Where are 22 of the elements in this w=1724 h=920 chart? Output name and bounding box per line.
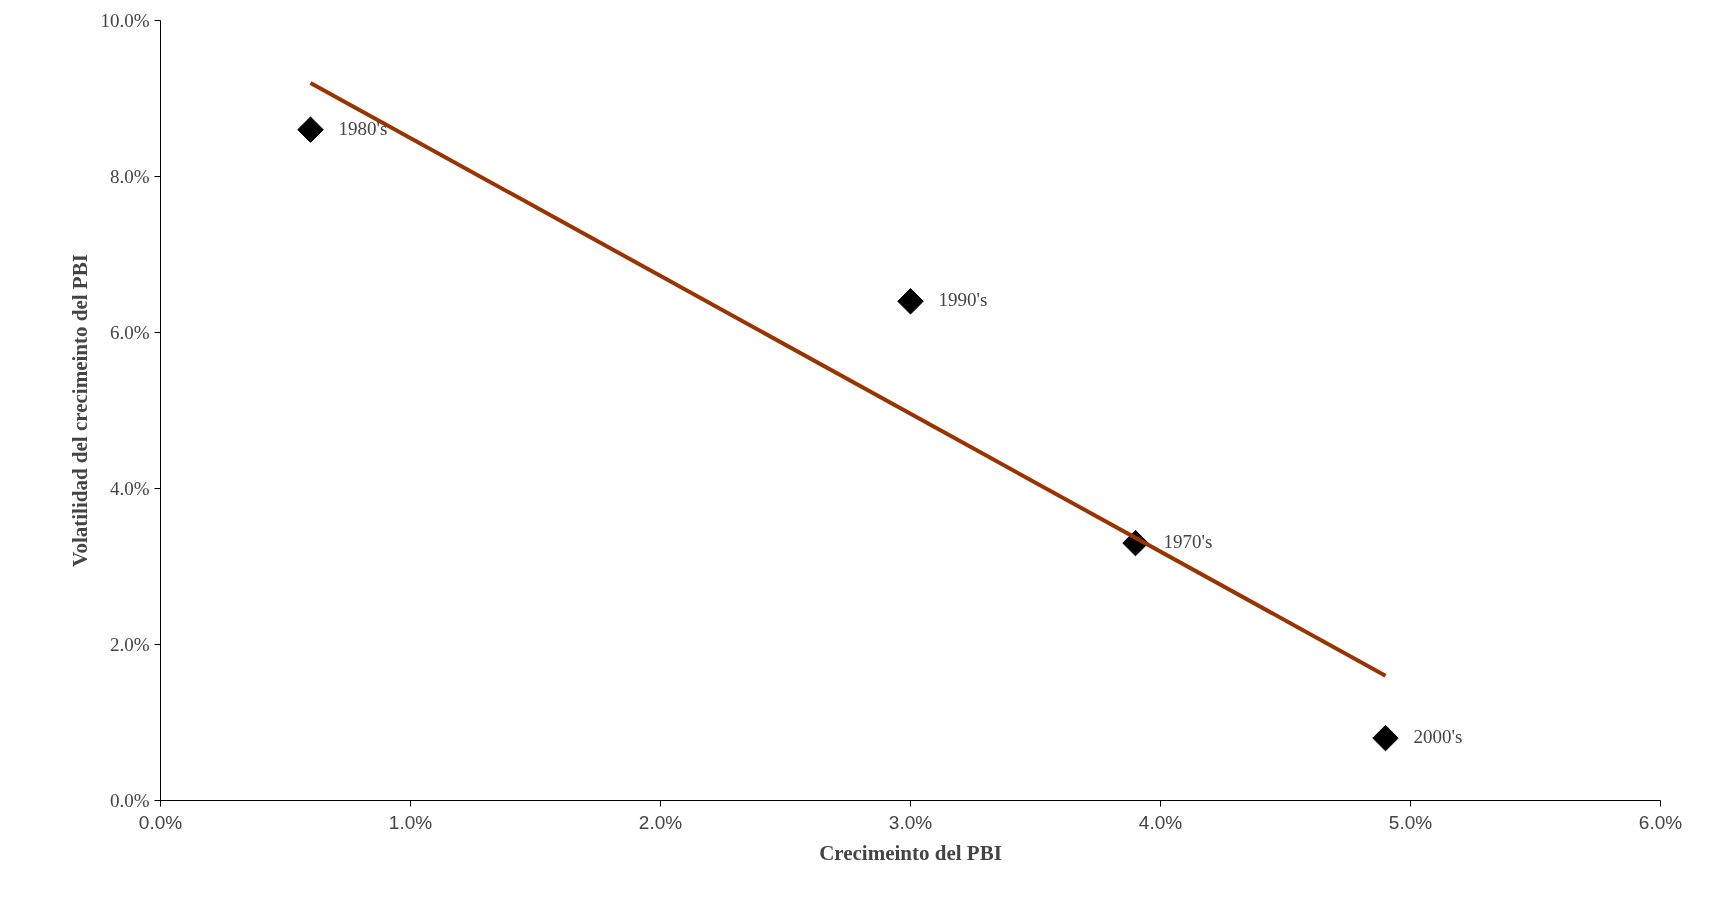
annotation: 1970's <box>1163 531 1213 553</box>
x-tick-label: 0.0% <box>138 811 183 833</box>
y-tick-label: 10.0% <box>100 10 150 31</box>
annotation: 1990's <box>938 289 988 311</box>
x-tick-label: 5.0% <box>1388 811 1433 833</box>
x-tick-label: 6.0% <box>1638 811 1683 833</box>
x-axis-title: Crecimeinto del PBI <box>819 840 1002 865</box>
x-tick-label: 1.0% <box>388 811 433 833</box>
y-tick-label: 8.0% <box>109 166 150 187</box>
point <box>297 116 324 143</box>
x-tick-label: 2.0% <box>638 811 683 833</box>
x-tick-label: 3.0% <box>888 811 933 833</box>
point <box>1372 724 1399 752</box>
annotation: 1980's <box>338 117 388 139</box>
point <box>897 288 924 315</box>
y-tick-label: 6.0% <box>109 322 150 343</box>
x-tick-label: 4.0% <box>1138 811 1183 833</box>
y-tick-label: 2.0% <box>109 634 150 655</box>
annotation: 2000's <box>1413 726 1463 748</box>
y-tick-label: 0.0% <box>109 790 150 811</box>
y-tick-label: 4.0% <box>109 478 150 499</box>
y-axis-title: Volatilidad del crecimeinto del PBI <box>68 254 93 567</box>
